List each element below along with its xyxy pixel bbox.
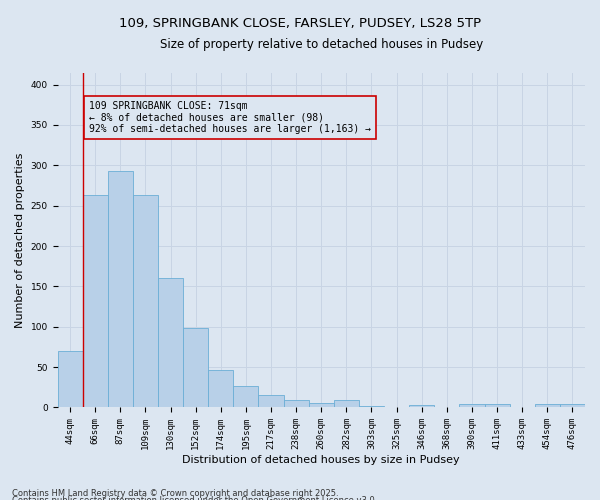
Text: 109, SPRINGBANK CLOSE, FARSLEY, PUDSEY, LS28 5TP: 109, SPRINGBANK CLOSE, FARSLEY, PUDSEY, … bbox=[119, 18, 481, 30]
Text: 109 SPRINGBANK CLOSE: 71sqm
← 8% of detached houses are smaller (98)
92% of semi: 109 SPRINGBANK CLOSE: 71sqm ← 8% of deta… bbox=[89, 101, 371, 134]
Bar bbox=[485, 404, 509, 407]
Bar bbox=[158, 278, 183, 407]
Y-axis label: Number of detached properties: Number of detached properties bbox=[15, 152, 25, 328]
Bar bbox=[409, 405, 434, 407]
Bar bbox=[560, 404, 585, 407]
Bar bbox=[359, 406, 384, 407]
Bar bbox=[535, 404, 560, 407]
Title: Size of property relative to detached houses in Pudsey: Size of property relative to detached ho… bbox=[160, 38, 483, 51]
Bar bbox=[259, 394, 284, 407]
Bar bbox=[309, 402, 334, 407]
Bar bbox=[334, 400, 359, 407]
Bar bbox=[233, 386, 259, 407]
Bar bbox=[58, 351, 83, 408]
Text: Contains HM Land Registry data © Crown copyright and database right 2025.: Contains HM Land Registry data © Crown c… bbox=[12, 488, 338, 498]
Bar bbox=[460, 404, 485, 407]
Bar bbox=[133, 195, 158, 408]
Bar bbox=[183, 328, 208, 407]
Bar bbox=[83, 195, 108, 408]
X-axis label: Distribution of detached houses by size in Pudsey: Distribution of detached houses by size … bbox=[182, 455, 460, 465]
Bar bbox=[208, 370, 233, 408]
Bar bbox=[108, 171, 133, 408]
Text: Contains public sector information licensed under the Open Government Licence v3: Contains public sector information licen… bbox=[12, 496, 377, 500]
Bar bbox=[284, 400, 309, 407]
